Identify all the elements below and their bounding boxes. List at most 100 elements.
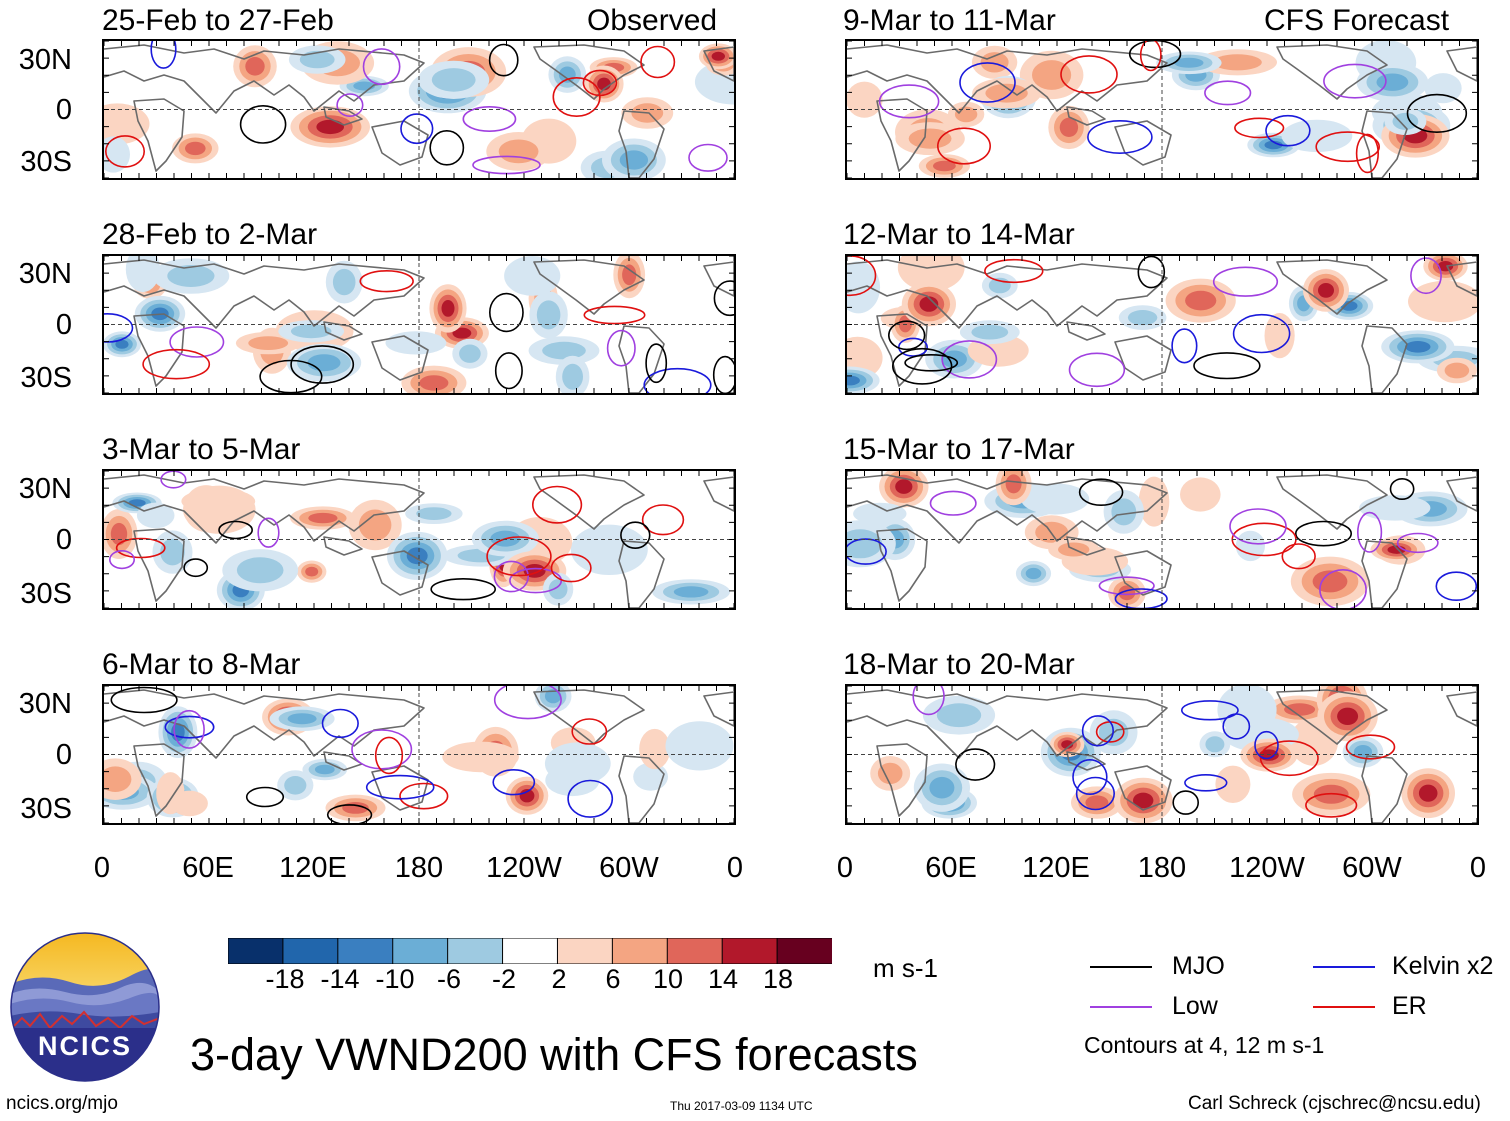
coastline [104, 474, 425, 544]
positive-anomaly-blob [104, 766, 132, 792]
coastline [1446, 691, 1477, 727]
filter-contour [1193, 352, 1261, 380]
negative-anomaly-blob [1205, 736, 1225, 753]
coastline [1361, 540, 1408, 608]
filter-contour [290, 345, 355, 384]
x-tick-label: 0 [93, 852, 111, 884]
coastline [1446, 476, 1477, 512]
filter-contour [912, 686, 945, 716]
filter-contour [1184, 774, 1228, 792]
positive-anomaly-blob [245, 57, 265, 76]
footer-timestamp: Thu 2017-03-09 1134 UTC [670, 1099, 813, 1113]
colorbar-swatch [502, 937, 559, 965]
filter-contour [169, 326, 225, 358]
coastline [847, 474, 1168, 544]
coastline [371, 335, 429, 381]
positive-anomaly-blob [1185, 290, 1217, 311]
filter-contour [552, 76, 601, 118]
filter-contour [1259, 740, 1319, 777]
filter-contour [218, 520, 254, 540]
negative-anomaly-blob [1424, 73, 1462, 104]
colorbar-swatch [447, 937, 504, 965]
filter-contour [430, 577, 497, 601]
filter-contour [1265, 114, 1311, 147]
filter-contour [164, 715, 215, 739]
filter-contour [1410, 257, 1442, 295]
negative-anomaly-blob [1392, 112, 1419, 130]
negative-anomaly-blob [562, 363, 583, 390]
coastline [1361, 755, 1408, 823]
negative-anomaly-blob [431, 68, 476, 92]
filter-contour [1114, 588, 1168, 608]
filter-contour [1139, 41, 1162, 72]
negative-anomaly-blob [853, 502, 907, 525]
y-tick-label: 30N [18, 44, 72, 76]
filter-contour [888, 320, 926, 351]
filter-contour [713, 280, 734, 317]
y-tick-label: 30S [20, 146, 72, 178]
footer-url[interactable]: ncics.org/mjo [6, 1093, 118, 1114]
filter-contour [109, 549, 135, 570]
main-title: 3-day VWND200 with CFS forecasts [190, 1029, 918, 1080]
colorbar-swatch [392, 937, 449, 965]
negative-anomaly-blob [1174, 57, 1204, 68]
negative-anomaly-blob [416, 507, 452, 520]
filter-contour [1075, 776, 1115, 811]
colorbar-tick: -2 [491, 964, 517, 994]
filter-contour [493, 686, 562, 720]
filter-contour [847, 538, 887, 565]
x-tick-label: 60E [925, 852, 977, 884]
colorbar-swatch [337, 937, 394, 965]
y-tick-label: 30N [18, 473, 72, 505]
positive-anomaly-blob [1312, 570, 1348, 593]
filter-contour [1281, 543, 1316, 570]
negative-anomaly-blob [971, 324, 1009, 340]
filter-contour [150, 41, 177, 69]
negative-anomaly-blob [104, 136, 130, 173]
filter-contour [1435, 571, 1477, 601]
filter-contour [142, 348, 211, 380]
filter-contour [462, 106, 517, 133]
positive-anomaly-blob [639, 728, 671, 770]
coastline [1276, 474, 1388, 530]
filter-contour [1232, 313, 1291, 354]
y-tick-label: 30S [20, 793, 72, 825]
observed-label: Observed [587, 4, 718, 37]
coastline [876, 98, 928, 172]
positive-anomaly-blob [442, 741, 519, 773]
positive-anomaly-blob [898, 315, 912, 333]
x-tick-label: 0 [1469, 852, 1487, 884]
contour-note: Contours at 4, 12 m s-1 [1084, 1032, 1325, 1058]
filter-contour [955, 748, 996, 781]
coastline [1276, 689, 1388, 745]
coastline [703, 46, 734, 82]
negative-anomaly-blob [1127, 310, 1158, 326]
filter-contour [1234, 117, 1285, 139]
map-panel-mar09 [845, 39, 1479, 180]
positive-anomaly-blob [104, 103, 150, 145]
negative-anomaly-blob [290, 324, 332, 339]
coastline [1114, 550, 1172, 596]
positive-anomaly-blob [248, 336, 289, 350]
colorbar-tick: 14 [707, 964, 739, 994]
panel-title: 15-Mar to 17-Mar [843, 433, 1075, 466]
positive-anomaly-blob [1444, 362, 1470, 379]
negative-anomaly-blob [536, 300, 561, 330]
negative-anomaly-blob [167, 265, 215, 287]
positive-anomaly-blob [980, 52, 1009, 73]
coastline [1114, 335, 1172, 381]
positive-anomaly-blob [1133, 792, 1154, 809]
coastline [1446, 46, 1477, 82]
filter-contour [571, 718, 608, 745]
coastline [1066, 106, 1106, 126]
panel-title: 6-Mar to 8-Mar [102, 648, 301, 681]
filter-contour [941, 340, 998, 379]
colorbar-swatches [227, 937, 834, 965]
coastline [104, 689, 425, 759]
positive-anomaly-blob [919, 296, 939, 312]
map-panel-feb25 [102, 39, 736, 180]
filter-contour [606, 329, 636, 367]
filter-contour [878, 84, 940, 119]
positive-anomaly-blob [1032, 60, 1072, 90]
positive-anomaly-blob [1264, 313, 1295, 359]
